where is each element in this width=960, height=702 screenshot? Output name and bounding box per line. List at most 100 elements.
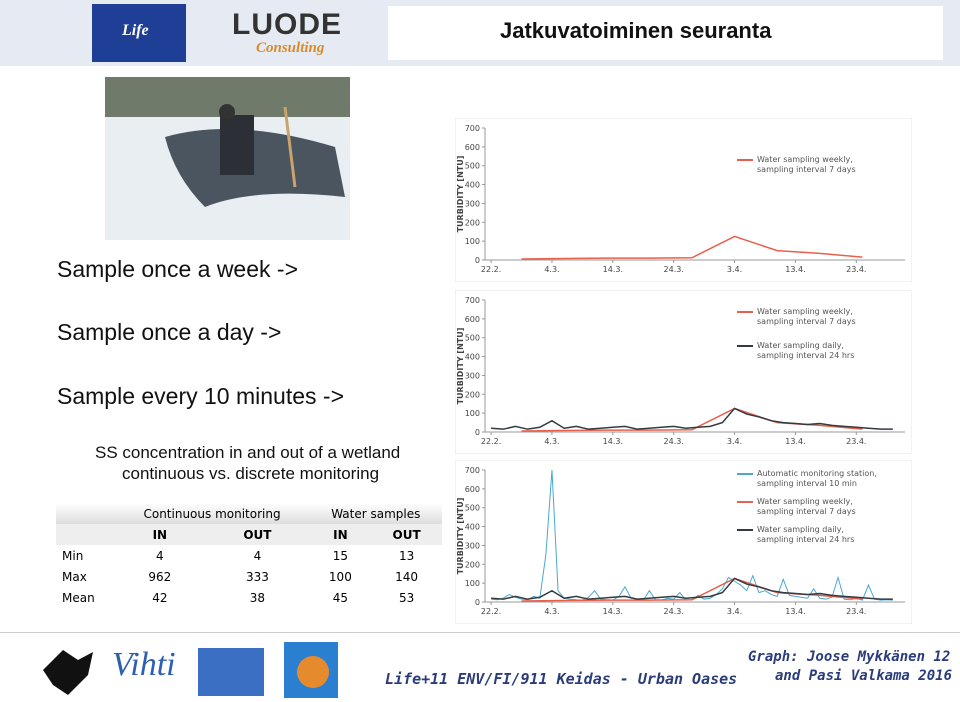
y-tick-label: 100: [465, 409, 480, 418]
table-header: Continuous monitoring Water samples: [56, 503, 442, 524]
partner-logos: [43, 642, 338, 698]
table-subheader: IN OUT IN OUT: [56, 524, 442, 545]
cell: Max: [62, 569, 87, 584]
y-tick-label: 100: [465, 237, 480, 246]
y-tick-label: 600: [465, 315, 480, 324]
x-tick-label: 3.4.: [727, 437, 742, 446]
y-tick-label: 0: [475, 428, 480, 437]
cell: Mean: [62, 590, 95, 605]
x-tick-label: 13.4.: [785, 607, 805, 616]
cell: 15: [332, 548, 349, 563]
vihti-text: Vihti: [112, 646, 176, 683]
cell: 100: [328, 569, 352, 584]
x-tick-label: 22.2.: [481, 265, 501, 274]
y-tick-label: 300: [465, 541, 480, 550]
y-tick-label: 400: [465, 523, 480, 532]
photo: [105, 77, 350, 240]
table: Continuous monitoring Water samples IN OUT…: [56, 503, 442, 608]
x-tick-label: 3.4.: [727, 265, 742, 274]
legend-entry: Water sampling weekly, sampling interval…: [757, 307, 856, 326]
y-tick-label: 500: [465, 162, 480, 171]
legend-entry: Water sampling daily, sampling interval …: [757, 341, 855, 360]
y-tick-label: 0: [475, 256, 480, 265]
subtitle: SS concentration in and out of a wetland: [95, 443, 401, 462]
footer-credit: Graph: Joose Mykkänen 12: [748, 649, 951, 665]
series-line: [521, 235, 863, 260]
subtitle: continuous vs. discrete monitoring: [122, 464, 380, 483]
y-tick-label: 500: [465, 504, 480, 513]
y-tick-label: 200: [465, 560, 480, 569]
life-logo: Life: [92, 4, 186, 62]
x-tick-label: 4.3.: [544, 607, 559, 616]
bullet: Sample once a week ->: [57, 256, 298, 282]
x-tick-label: 22.2.: [481, 437, 501, 446]
th: OUT: [243, 527, 272, 542]
legend-entry: Water sampling weekly, sampling interval…: [757, 155, 856, 174]
table-row: Max 962 333 100 140: [56, 566, 442, 587]
cell: Min: [62, 548, 84, 563]
cell: 4: [253, 548, 262, 563]
x-tick-label: 24.3.: [664, 607, 684, 616]
legend-entry: Water sampling daily, sampling interval …: [757, 525, 855, 544]
x-tick-label: 4.3.: [544, 437, 559, 446]
consulting-text: Consulting: [256, 40, 325, 56]
y-tick-label: 200: [465, 218, 480, 227]
x-tick-label: 22.2.: [481, 607, 501, 616]
series-line: [491, 407, 893, 430]
series-line: [491, 577, 893, 600]
x-tick-label: 23.4.: [846, 607, 866, 616]
th: IN: [152, 527, 168, 542]
x-tick-label: 23.4.: [846, 437, 866, 446]
y-axis-label: TURBIDITY [NTU]: [456, 156, 465, 233]
table-row: Mean 42 38 45 53: [56, 587, 442, 608]
y-tick-label: 300: [465, 371, 480, 380]
title: Jatkuvatoiminen seuranta: [500, 18, 772, 43]
th: Continuous monitoring: [143, 506, 281, 521]
y-tick-label: 700: [465, 296, 480, 305]
th: OUT: [392, 527, 421, 542]
legend-entry: Water sampling weekly, sampling interval…: [757, 497, 856, 516]
bullet: Sample once a day ->: [57, 319, 282, 345]
y-tick-label: 700: [465, 466, 480, 475]
y-tick-label: 100: [465, 579, 480, 588]
y-tick-label: 200: [465, 390, 480, 399]
table-body: Min 4 4 15 13 Max 962 333 100 140 Mean 42 38 45 53: [56, 545, 442, 608]
legend-entry: Automatic monitoring station, sampling i…: [757, 469, 877, 488]
x-tick-label: 3.4.: [727, 607, 742, 616]
cell: 45: [332, 590, 349, 605]
title-box: [388, 6, 943, 60]
life-text: Life: [122, 22, 149, 39]
y-tick-label: 400: [465, 353, 480, 362]
x-tick-label: 23.4.: [846, 265, 866, 274]
y-tick-label: 500: [465, 334, 480, 343]
y-tick-label: 700: [465, 124, 480, 133]
cell: 140: [395, 569, 419, 584]
y-axis-label: TURBIDITY [NTU]: [456, 328, 465, 405]
cell: 38: [249, 590, 266, 605]
cell: 333: [245, 569, 269, 584]
th: Water samples: [331, 506, 421, 521]
chart: TURBIDITY [NTU] 0 100 200 300 400 500 600 700 22.…: [455, 290, 912, 454]
y-tick-label: 400: [465, 181, 480, 190]
cell: 42: [152, 590, 168, 605]
x-tick-label: 14.3.: [603, 607, 623, 616]
cell: 13: [398, 548, 415, 563]
y-tick-label: 0: [475, 598, 480, 607]
cell: 4: [156, 548, 164, 563]
cell: 53: [398, 590, 415, 605]
x-tick-label: 14.3.: [603, 265, 623, 274]
x-tick-label: 4.3.: [544, 265, 559, 274]
footer-rule: [0, 632, 960, 633]
y-tick-label: 600: [465, 485, 480, 494]
x-tick-label: 13.4.: [785, 437, 805, 446]
x-tick-label: 24.3.: [664, 437, 684, 446]
chart: TURBIDITY [NTU] 0 100 200 300 400 500 600 700 22.…: [455, 118, 912, 282]
th: IN: [333, 527, 348, 542]
y-tick-label: 600: [465, 143, 480, 152]
y-axis-label: TURBIDITY [NTU]: [456, 498, 465, 575]
luode-text: LUODE: [232, 8, 342, 41]
bullet: Sample every 10 minutes ->: [57, 383, 344, 409]
footer-project: Life+11 ENV/FI/911 Keidas - Urban Oases: [385, 670, 738, 688]
chart: TURBIDITY [NTU] 0 100 200 300 400 500 600 700 22.…: [455, 460, 912, 624]
